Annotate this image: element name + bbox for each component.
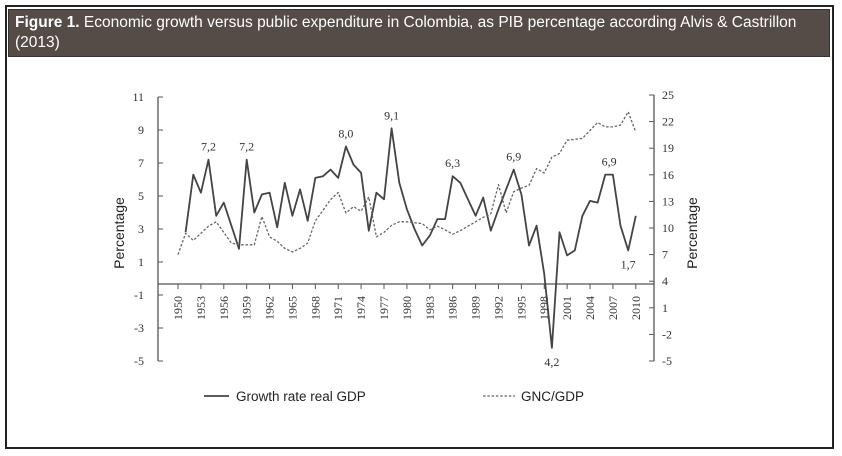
data-label: 1,7 xyxy=(621,257,636,271)
data-label: 4,2 xyxy=(544,355,559,369)
data-label: 7,2 xyxy=(201,140,216,154)
x-tick-label: 1956 xyxy=(217,296,231,320)
legend-growth-label: Growth rate real GDP xyxy=(236,389,366,404)
x-tick-label: 2010 xyxy=(629,296,643,320)
legend-gnc-label: GNC/GDP xyxy=(521,389,584,404)
left-tick-label: -1 xyxy=(134,288,144,302)
series-line-growth xyxy=(184,127,637,349)
x-tick-label: 1992 xyxy=(491,296,505,320)
x-tick-label: 1977 xyxy=(377,296,391,320)
x-tick-label: 1983 xyxy=(423,296,437,320)
left-axis-title: Percentage xyxy=(111,197,127,269)
x-tick-label: 1974 xyxy=(354,296,368,320)
left-tick-label: 7 xyxy=(138,156,144,170)
figure-caption: Figure 1. Economic growth versus public … xyxy=(8,9,830,57)
right-tick-label: -5 xyxy=(662,354,672,368)
right-tick-label: 25 xyxy=(662,88,674,102)
x-tick-label: 2001 xyxy=(560,296,574,320)
x-tick-label: 1968 xyxy=(308,296,322,320)
x-tick-label: 1995 xyxy=(514,296,528,320)
data-label: 9,1 xyxy=(384,108,399,122)
figure-label: Figure 1. xyxy=(15,14,80,31)
left-tick-label: 1 xyxy=(138,255,144,269)
left-tick-label: 11 xyxy=(132,90,144,104)
x-tick-label: 2007 xyxy=(606,296,620,320)
left-tick-label: 3 xyxy=(138,222,144,236)
right-tick-label: 4 xyxy=(662,274,668,288)
data-label: 6,3 xyxy=(445,156,460,170)
data-label: 7,2 xyxy=(239,140,254,154)
x-tick-label: 1965 xyxy=(285,296,299,320)
x-tick-label: 1986 xyxy=(446,296,460,320)
left-tick-label: -5 xyxy=(134,354,144,368)
right-tick-label: 16 xyxy=(662,168,674,182)
x-tick-label: 1989 xyxy=(469,296,483,320)
x-tick-label: 1953 xyxy=(194,296,208,320)
x-tick-label: 1962 xyxy=(263,296,277,320)
right-tick-label: 19 xyxy=(662,141,674,155)
left-tick-label: 5 xyxy=(138,189,144,203)
data-label: 6,9 xyxy=(506,150,521,164)
x-tick-label: 1971 xyxy=(331,296,345,320)
data-label: 6,9 xyxy=(602,155,617,169)
x-tick-label: 1980 xyxy=(400,296,414,320)
x-tick-label: 1950 xyxy=(171,296,185,320)
right-axis-title: Percentage xyxy=(684,197,700,269)
x-tick-label: 2004 xyxy=(583,296,597,320)
right-tick-label: 22 xyxy=(662,115,674,129)
right-tick-label: 7 xyxy=(662,248,668,262)
right-tick-label: 10 xyxy=(662,221,674,235)
data-label: 8,0 xyxy=(338,127,353,141)
series-line-gnc xyxy=(177,111,637,255)
figure-caption-text: Economic growth versus public expenditur… xyxy=(15,14,797,51)
left-tick-label: -3 xyxy=(134,321,144,335)
right-tick-label: 1 xyxy=(662,301,668,315)
x-tick-label: 1959 xyxy=(240,296,254,320)
right-tick-label: 13 xyxy=(662,194,674,208)
right-tick-label: -2 xyxy=(662,327,672,341)
left-tick-label: 9 xyxy=(138,123,144,137)
figure-frame xyxy=(5,5,834,449)
